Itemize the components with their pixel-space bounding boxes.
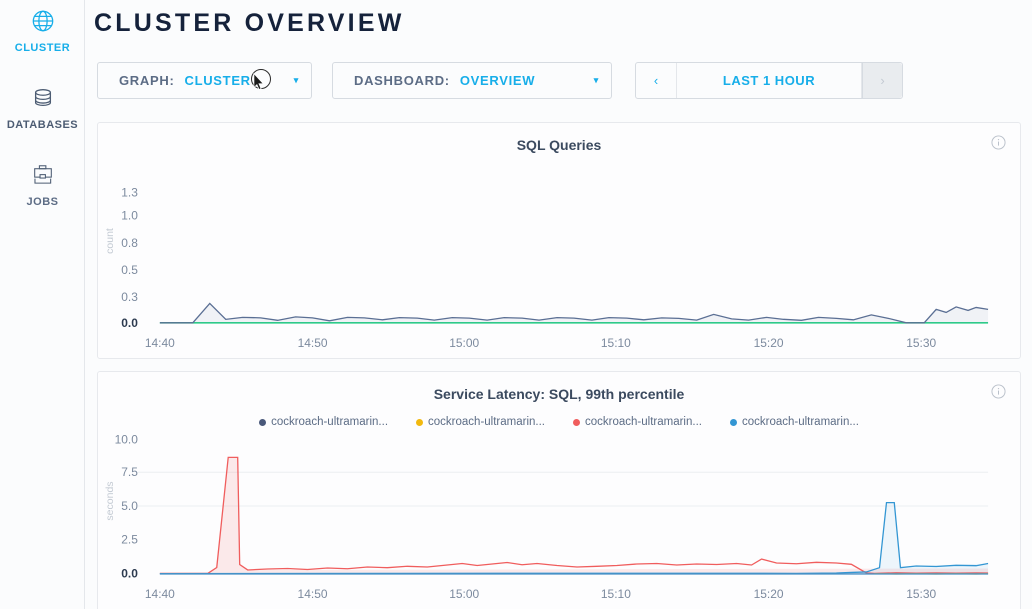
svg-text:15:00: 15:00 bbox=[449, 336, 479, 350]
svg-text:0.0: 0.0 bbox=[121, 316, 138, 330]
svg-text:15:20: 15:20 bbox=[754, 587, 784, 601]
svg-text:7.5: 7.5 bbox=[121, 465, 138, 479]
svg-text:15:20: 15:20 bbox=[754, 336, 784, 350]
svg-text:10.0: 10.0 bbox=[115, 432, 139, 446]
svg-text:15:00: 15:00 bbox=[449, 587, 479, 601]
svg-text:0.3: 0.3 bbox=[121, 290, 138, 304]
svg-text:14:40: 14:40 bbox=[145, 587, 175, 601]
svg-text:1.3: 1.3 bbox=[121, 186, 138, 200]
svg-text:0.5: 0.5 bbox=[121, 263, 138, 277]
svg-text:1.0: 1.0 bbox=[121, 209, 138, 223]
svg-text:15:10: 15:10 bbox=[601, 587, 631, 601]
svg-text:15:30: 15:30 bbox=[906, 587, 936, 601]
svg-text:0.0: 0.0 bbox=[121, 566, 138, 580]
svg-text:0.8: 0.8 bbox=[121, 236, 138, 250]
svg-text:2.5: 2.5 bbox=[121, 533, 138, 547]
svg-text:15:30: 15:30 bbox=[906, 336, 936, 350]
svg-text:5.0: 5.0 bbox=[121, 499, 138, 513]
svg-text:14:50: 14:50 bbox=[298, 587, 328, 601]
svg-text:15:10: 15:10 bbox=[601, 336, 631, 350]
svg-text:14:40: 14:40 bbox=[145, 336, 175, 350]
svg-text:14:50: 14:50 bbox=[298, 336, 328, 350]
